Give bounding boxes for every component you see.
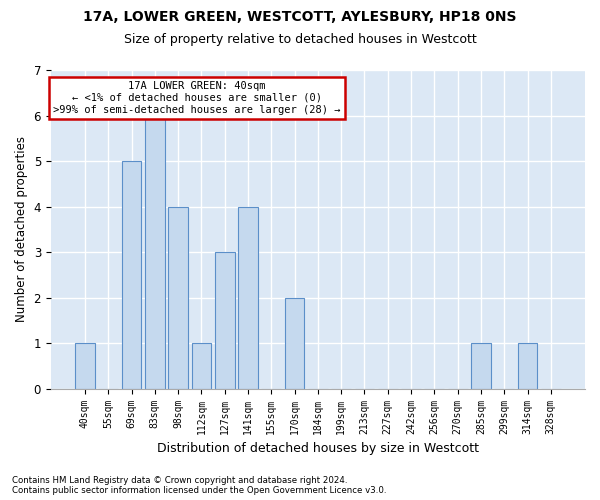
Bar (191, 343, 211, 388)
Text: 17A, LOWER GREEN, WESTCOTT, AYLESBURY, HP18 0NS: 17A, LOWER GREEN, WESTCOTT, AYLESBURY, H… (83, 10, 517, 24)
Bar (75, 343, 95, 388)
Bar (122, 161, 142, 388)
X-axis label: Distribution of detached houses by size in Westcott: Distribution of detached houses by size … (157, 442, 479, 455)
Text: Contains HM Land Registry data © Crown copyright and database right 2024.: Contains HM Land Registry data © Crown c… (12, 476, 347, 485)
Text: Size of property relative to detached houses in Westcott: Size of property relative to detached ho… (124, 32, 476, 46)
Bar (518, 343, 538, 388)
Bar (215, 252, 235, 388)
Text: 17A LOWER GREEN: 40sqm
← <1% of detached houses are smaller (0)
>99% of semi-det: 17A LOWER GREEN: 40sqm ← <1% of detached… (53, 82, 341, 114)
Y-axis label: Number of detached properties: Number of detached properties (15, 136, 28, 322)
Bar (145, 116, 165, 388)
Bar (168, 206, 188, 388)
Bar (284, 298, 304, 388)
Bar (238, 206, 258, 388)
Text: Contains public sector information licensed under the Open Government Licence v3: Contains public sector information licen… (12, 486, 386, 495)
Bar (471, 343, 491, 388)
